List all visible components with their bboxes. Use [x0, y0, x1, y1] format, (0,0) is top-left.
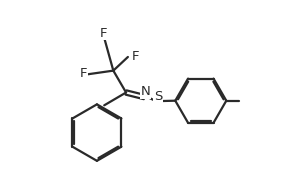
Text: F: F — [131, 50, 139, 63]
Text: F: F — [80, 67, 87, 80]
Text: N: N — [140, 85, 150, 98]
Text: S: S — [154, 90, 162, 103]
Text: F: F — [99, 27, 107, 40]
